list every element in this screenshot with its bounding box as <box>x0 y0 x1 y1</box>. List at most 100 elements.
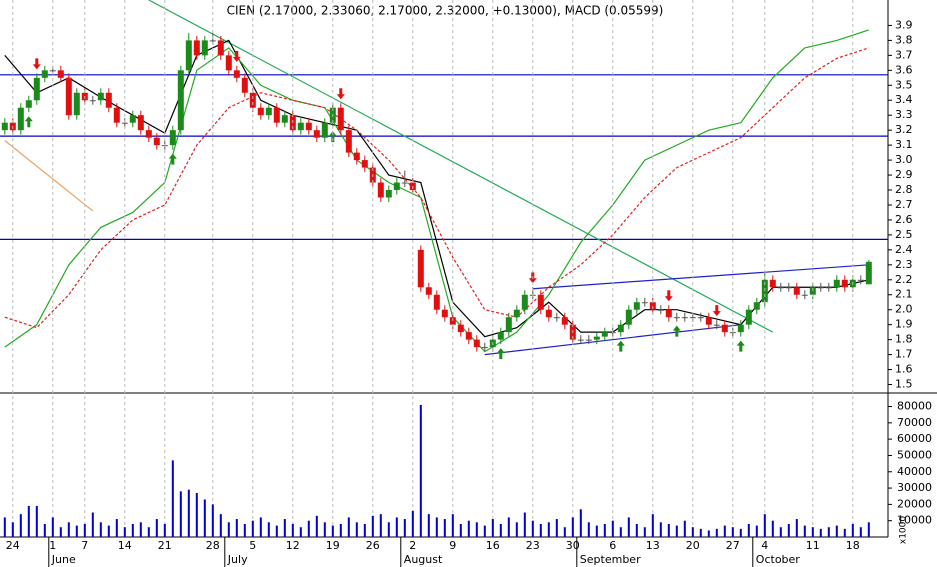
candle-body <box>209 40 216 42</box>
volume-bar <box>435 517 438 537</box>
candle-body <box>473 339 480 348</box>
volume-bar <box>219 514 222 537</box>
volume-bar <box>139 522 142 537</box>
candle-body <box>817 287 824 289</box>
candle-body <box>65 77 72 116</box>
sell-arrow <box>32 58 41 70</box>
candle-body <box>465 332 472 340</box>
volume-bar <box>347 517 350 537</box>
candle-body <box>89 100 96 102</box>
volume-bar <box>307 520 310 537</box>
candle-body <box>633 302 640 310</box>
candle-body <box>337 107 344 131</box>
candle-body <box>513 309 520 318</box>
sell-arrow <box>664 290 673 302</box>
volume-bar <box>315 515 318 537</box>
indicator-line <box>4 47 869 329</box>
volume-bar <box>99 522 102 537</box>
volume-bar <box>563 527 566 537</box>
candle-body <box>57 70 64 78</box>
volume-bar <box>123 527 126 537</box>
volume-bar <box>11 522 14 537</box>
candle-body <box>617 324 624 333</box>
y-tick-label: 1.7 <box>895 348 913 361</box>
y-tick-label: 2.5 <box>895 228 913 241</box>
candle-body <box>649 302 656 310</box>
x-tick-label: 30 <box>566 539 580 552</box>
candle-body <box>121 122 128 124</box>
volume-bar <box>507 517 510 537</box>
volume-bar <box>835 525 838 537</box>
volume-bar <box>731 527 734 537</box>
volume-bar <box>59 527 62 537</box>
candle-body <box>417 249 424 288</box>
volume-bar <box>579 509 582 537</box>
volume-bar <box>43 523 46 537</box>
candle-body <box>505 317 512 333</box>
volume-bar <box>251 520 254 537</box>
volume-bar <box>867 522 870 537</box>
candle-body <box>73 92 80 116</box>
volume-bar <box>395 517 398 537</box>
candle-body <box>721 324 728 333</box>
y-tick-label: 3.1 <box>895 138 913 151</box>
volume-tick-label: 50000 <box>897 448 932 461</box>
candle-body <box>857 279 864 281</box>
volume-bar <box>267 522 270 537</box>
candle-body <box>41 70 48 78</box>
y-tick-label: 1.9 <box>895 318 913 331</box>
candle-body <box>601 332 608 337</box>
volume-bar <box>291 523 294 537</box>
volume-bar <box>155 519 158 537</box>
y-tick-label: 3.0 <box>895 153 913 166</box>
month-label: June <box>51 553 76 566</box>
volume-bar <box>659 522 662 537</box>
candle-body <box>1 122 8 131</box>
volume-bar <box>651 514 654 537</box>
volume-bar <box>627 517 630 537</box>
volume-bar <box>691 527 694 537</box>
candle-body <box>705 317 712 325</box>
x-tick-label: 12 <box>286 539 300 552</box>
x-tick-label: 6 <box>609 539 616 552</box>
candle-body <box>129 115 136 123</box>
volume-bar <box>83 523 86 537</box>
y-tick-label: 2.2 <box>895 273 913 286</box>
candle-body <box>553 317 560 319</box>
month-label: August <box>404 553 443 566</box>
candle-body <box>401 182 408 184</box>
volume-bar <box>483 525 486 537</box>
volume-bar <box>107 525 110 537</box>
x-tick-label: 16 <box>486 539 500 552</box>
volume-bar <box>243 523 246 537</box>
candle-body <box>393 182 400 191</box>
volume-bar <box>235 519 238 537</box>
candle-body <box>665 309 672 318</box>
candle-body <box>241 77 248 93</box>
x-tick-label: 4 <box>761 539 768 552</box>
x-tick-label: 13 <box>646 539 660 552</box>
x-tick-label: 20 <box>686 539 700 552</box>
candle-body <box>377 182 384 198</box>
volume-bar <box>115 519 118 537</box>
volume-bar <box>571 517 574 537</box>
candle-body <box>113 107 120 123</box>
volume-bar <box>147 527 150 537</box>
volume-bar <box>387 522 390 537</box>
volume-bar <box>371 515 374 537</box>
volume-bar <box>539 523 542 537</box>
candle-body <box>17 107 24 131</box>
candle-body <box>561 317 568 325</box>
chart-title: CIEN (2.17000, 2.33060, 2.17000, 2.32000… <box>227 4 664 18</box>
buy-arrow <box>168 153 177 165</box>
volume-bar <box>363 523 366 537</box>
volume-bar <box>683 520 686 537</box>
buy-arrow <box>24 116 33 128</box>
x-tick-label: 18 <box>846 539 860 552</box>
candle-body <box>841 279 848 288</box>
month-label: September <box>580 553 641 566</box>
volume-tick-label: 80000 <box>897 400 932 413</box>
candle-body <box>201 40 208 56</box>
candle-body <box>385 190 392 198</box>
